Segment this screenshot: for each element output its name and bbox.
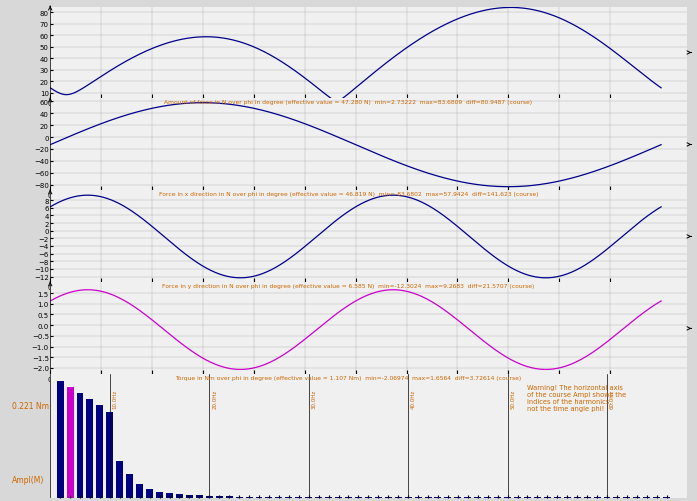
Bar (445, 497, 452, 498)
Bar (594, 497, 601, 498)
Bar (325, 497, 332, 498)
Bar (415, 497, 422, 498)
Bar (623, 497, 630, 498)
Text: Amount of force in N over phi in degree (effective value = 47.280 N)  min=2.7322: Amount of force in N over phi in degree … (164, 100, 533, 105)
Bar (126, 474, 133, 498)
Bar (296, 497, 302, 498)
Bar (305, 497, 312, 498)
Bar (544, 497, 551, 498)
Bar (564, 497, 571, 498)
Text: 60.0Hz: 60.0Hz (610, 389, 615, 409)
Bar (653, 497, 660, 498)
Bar (176, 494, 183, 498)
Bar (534, 497, 541, 498)
Bar (146, 488, 153, 498)
Bar (405, 497, 412, 498)
Bar (236, 496, 243, 498)
Bar (116, 461, 123, 498)
Bar (494, 497, 501, 498)
Bar (275, 497, 282, 498)
Bar (136, 483, 143, 498)
Text: 0.221 Nm: 0.221 Nm (12, 401, 49, 410)
Bar (375, 497, 382, 498)
Bar (206, 495, 213, 498)
Text: 40.0Hz: 40.0Hz (411, 389, 416, 409)
Bar (96, 406, 103, 498)
Bar (196, 495, 203, 498)
Bar (256, 497, 263, 498)
Bar (643, 497, 650, 498)
Bar (86, 399, 93, 498)
Text: Force in x direction in N over phi in degree (effective value = 46.819 N)  min=-: Force in x direction in N over phi in de… (159, 191, 538, 196)
Bar (365, 497, 372, 498)
Text: Warning! The horizontal axis
of the course Ampl shows the
indices of the harmoni: Warning! The horizontal axis of the cour… (528, 384, 627, 411)
Bar (186, 494, 193, 498)
Bar (514, 497, 521, 498)
Text: 20.0Hz: 20.0Hz (213, 389, 217, 409)
Bar (226, 496, 233, 498)
Bar (216, 496, 223, 498)
Bar (245, 497, 252, 498)
Bar (434, 497, 441, 498)
Bar (454, 497, 461, 498)
Bar (663, 497, 670, 498)
Bar (634, 497, 641, 498)
Bar (355, 497, 362, 498)
Bar (77, 393, 84, 498)
Text: Force in y direction in N over phi in degree (effective value = 6.585 N)  min=-1: Force in y direction in N over phi in de… (162, 284, 535, 288)
Bar (554, 497, 561, 498)
Bar (56, 381, 63, 498)
Bar (484, 497, 491, 498)
Bar (345, 497, 352, 498)
Bar (156, 492, 163, 498)
Bar (315, 497, 322, 498)
Bar (395, 497, 401, 498)
Bar (474, 497, 481, 498)
Bar (574, 497, 581, 498)
Text: Ampl(M): Ampl(M) (12, 475, 45, 484)
Text: Torque in Nm over phi in degree (effective value = 1.107 Nm)  min=-2.06974  max=: Torque in Nm over phi in degree (effecti… (176, 375, 521, 380)
Bar (166, 493, 173, 498)
Text: 30.0Hz: 30.0Hz (312, 389, 316, 409)
Bar (107, 412, 114, 498)
Bar (385, 497, 392, 498)
Bar (464, 497, 471, 498)
Bar (604, 497, 611, 498)
Bar (67, 387, 74, 498)
Bar (504, 497, 511, 498)
Bar (583, 497, 590, 498)
Text: 50.0Hz: 50.0Hz (510, 389, 516, 409)
Bar (266, 497, 273, 498)
Bar (424, 497, 431, 498)
Bar (613, 497, 620, 498)
Bar (524, 497, 531, 498)
Bar (285, 497, 292, 498)
Text: 10.0Hz: 10.0Hz (113, 389, 118, 409)
Bar (335, 497, 342, 498)
